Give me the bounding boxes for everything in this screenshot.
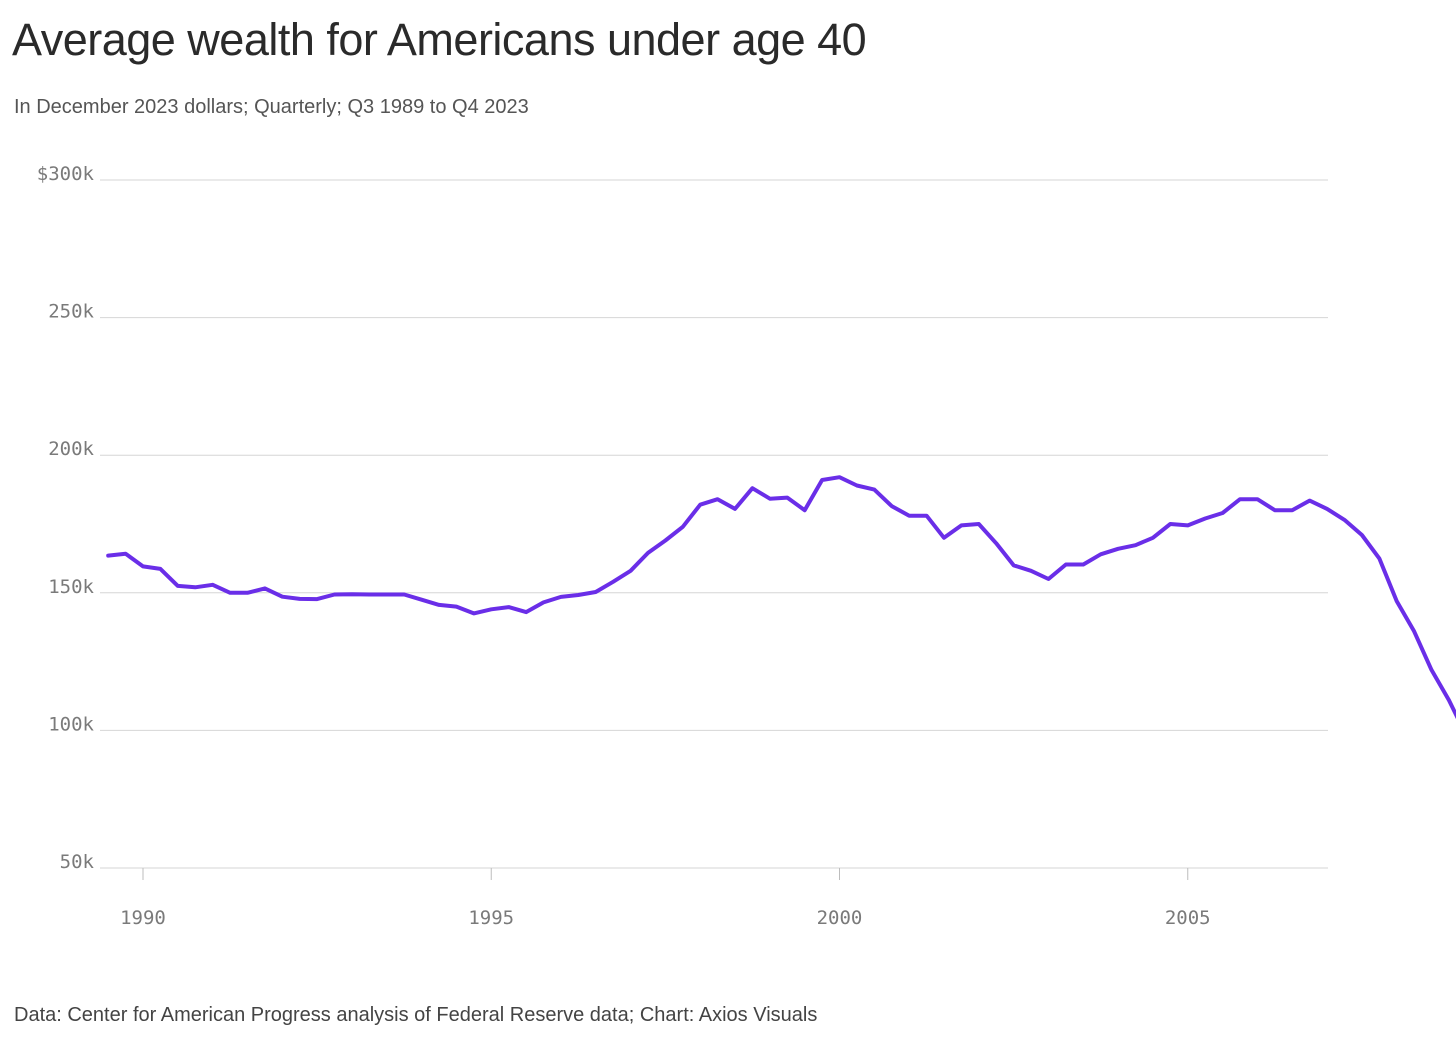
y-tick-label: 200k: [48, 438, 94, 460]
x-tick-label: 2005: [1165, 907, 1211, 929]
y-tick-label: 150k: [48, 576, 94, 598]
x-tick-label: 1990: [120, 907, 166, 929]
y-tick-label: 50k: [60, 851, 95, 873]
source-note: Data: Center for American Progress analy…: [14, 1004, 818, 1026]
line-chart: $300k 250k 200k 150k 100k 50k 1990 1995 2000 200…: [37, 163, 1456, 929]
x-tick-label: 2000: [817, 907, 863, 929]
chart-subtitle: In December 2023 dollars; Quarterly; Q3 …: [14, 96, 529, 118]
gridlines: [100, 179, 1328, 869]
series: [106, 475, 1456, 720]
y-tick-label: 100k: [48, 713, 94, 735]
x-axis: 1990199520002005201020152020: [120, 868, 1211, 929]
x-tick-label: 1995: [468, 907, 514, 929]
y-axis: $300k 250k 200k 150k 100k 50k: [37, 163, 95, 873]
chart-title: Average wealth for Americans under age 4…: [12, 14, 867, 65]
y-tick-label: 250k: [48, 301, 94, 323]
y-tick-label: $300k: [37, 163, 95, 185]
series-line: [106, 475, 1456, 720]
